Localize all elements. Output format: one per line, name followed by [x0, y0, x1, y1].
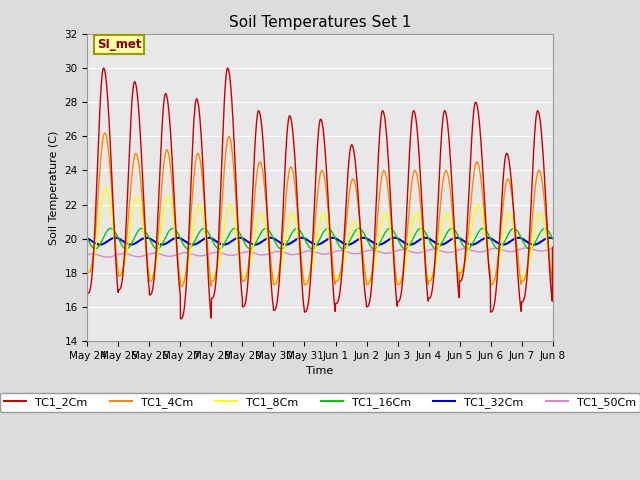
TC1_4Cm: [101, 130, 109, 136]
TC1_16Cm: [458, 240, 465, 246]
TC1_8Cm: [177, 278, 184, 284]
TC1_50Cm: [523, 245, 531, 251]
TC1_2Cm: [324, 197, 332, 203]
TC1_2Cm: [100, 65, 108, 71]
TC1_2Cm: [170, 196, 178, 202]
Legend: TC1_2Cm, TC1_4Cm, TC1_8Cm, TC1_16Cm, TC1_32Cm, TC1_50Cm: TC1_2Cm, TC1_4Cm, TC1_8Cm, TC1_16Cm, TC1…: [0, 393, 640, 412]
TC1_2Cm: [211, 288, 218, 294]
Line: TC1_2Cm: TC1_2Cm: [88, 68, 552, 319]
TC1_8Cm: [458, 266, 465, 272]
TC1_16Cm: [171, 226, 179, 232]
TC1_32Cm: [211, 238, 218, 243]
Line: TC1_32Cm: TC1_32Cm: [88, 238, 552, 245]
TC1_2Cm: [372, 190, 380, 196]
TC1_32Cm: [458, 237, 465, 242]
TC1_16Cm: [107, 226, 115, 231]
TC1_50Cm: [211, 250, 218, 255]
TC1_2Cm: [458, 277, 465, 283]
TC1_50Cm: [458, 246, 465, 252]
TC1_50Cm: [84, 252, 92, 258]
Line: TC1_8Cm: TC1_8Cm: [88, 188, 552, 281]
Text: SI_met: SI_met: [97, 38, 141, 51]
TC1_32Cm: [529, 241, 536, 247]
TC1_4Cm: [372, 225, 380, 230]
TC1_16Cm: [92, 246, 99, 252]
TC1_4Cm: [211, 275, 218, 281]
TC1_8Cm: [170, 225, 178, 231]
TC1_8Cm: [548, 244, 556, 250]
TC1_32Cm: [111, 235, 119, 240]
TC1_50Cm: [170, 252, 178, 258]
TC1_16Cm: [211, 242, 218, 248]
TC1_32Cm: [96, 242, 104, 248]
TC1_16Cm: [529, 244, 536, 250]
TC1_4Cm: [529, 213, 536, 219]
TC1_2Cm: [84, 290, 92, 296]
TC1_50Cm: [324, 251, 332, 257]
TC1_8Cm: [372, 249, 380, 255]
TC1_8Cm: [102, 185, 110, 191]
TC1_4Cm: [84, 270, 92, 276]
Line: TC1_4Cm: TC1_4Cm: [88, 133, 552, 287]
TC1_16Cm: [548, 236, 556, 241]
TC1_4Cm: [170, 208, 178, 214]
TC1_32Cm: [171, 236, 179, 241]
TC1_50Cm: [104, 254, 111, 260]
TC1_16Cm: [324, 226, 332, 231]
TC1_2Cm: [548, 244, 556, 250]
TC1_2Cm: [177, 316, 184, 322]
TC1_8Cm: [211, 272, 218, 277]
TC1_50Cm: [529, 246, 536, 252]
Line: TC1_50Cm: TC1_50Cm: [88, 248, 552, 257]
Title: Soil Temperatures Set 1: Soil Temperatures Set 1: [229, 15, 411, 30]
TC1_4Cm: [324, 208, 332, 214]
TC1_8Cm: [529, 241, 536, 247]
TC1_8Cm: [84, 266, 92, 272]
TC1_32Cm: [84, 236, 92, 241]
Line: TC1_16Cm: TC1_16Cm: [88, 228, 552, 249]
TC1_32Cm: [324, 236, 332, 242]
TC1_4Cm: [548, 244, 556, 250]
TC1_8Cm: [324, 229, 332, 235]
X-axis label: Time: Time: [307, 366, 333, 376]
TC1_4Cm: [177, 284, 184, 289]
TC1_16Cm: [372, 245, 380, 251]
TC1_50Cm: [372, 248, 380, 254]
Y-axis label: Soil Temperature (C): Soil Temperature (C): [49, 130, 59, 245]
TC1_32Cm: [372, 241, 380, 247]
TC1_4Cm: [458, 269, 465, 275]
TC1_50Cm: [548, 245, 556, 251]
TC1_16Cm: [84, 236, 92, 241]
TC1_2Cm: [529, 170, 536, 176]
TC1_32Cm: [548, 236, 556, 241]
